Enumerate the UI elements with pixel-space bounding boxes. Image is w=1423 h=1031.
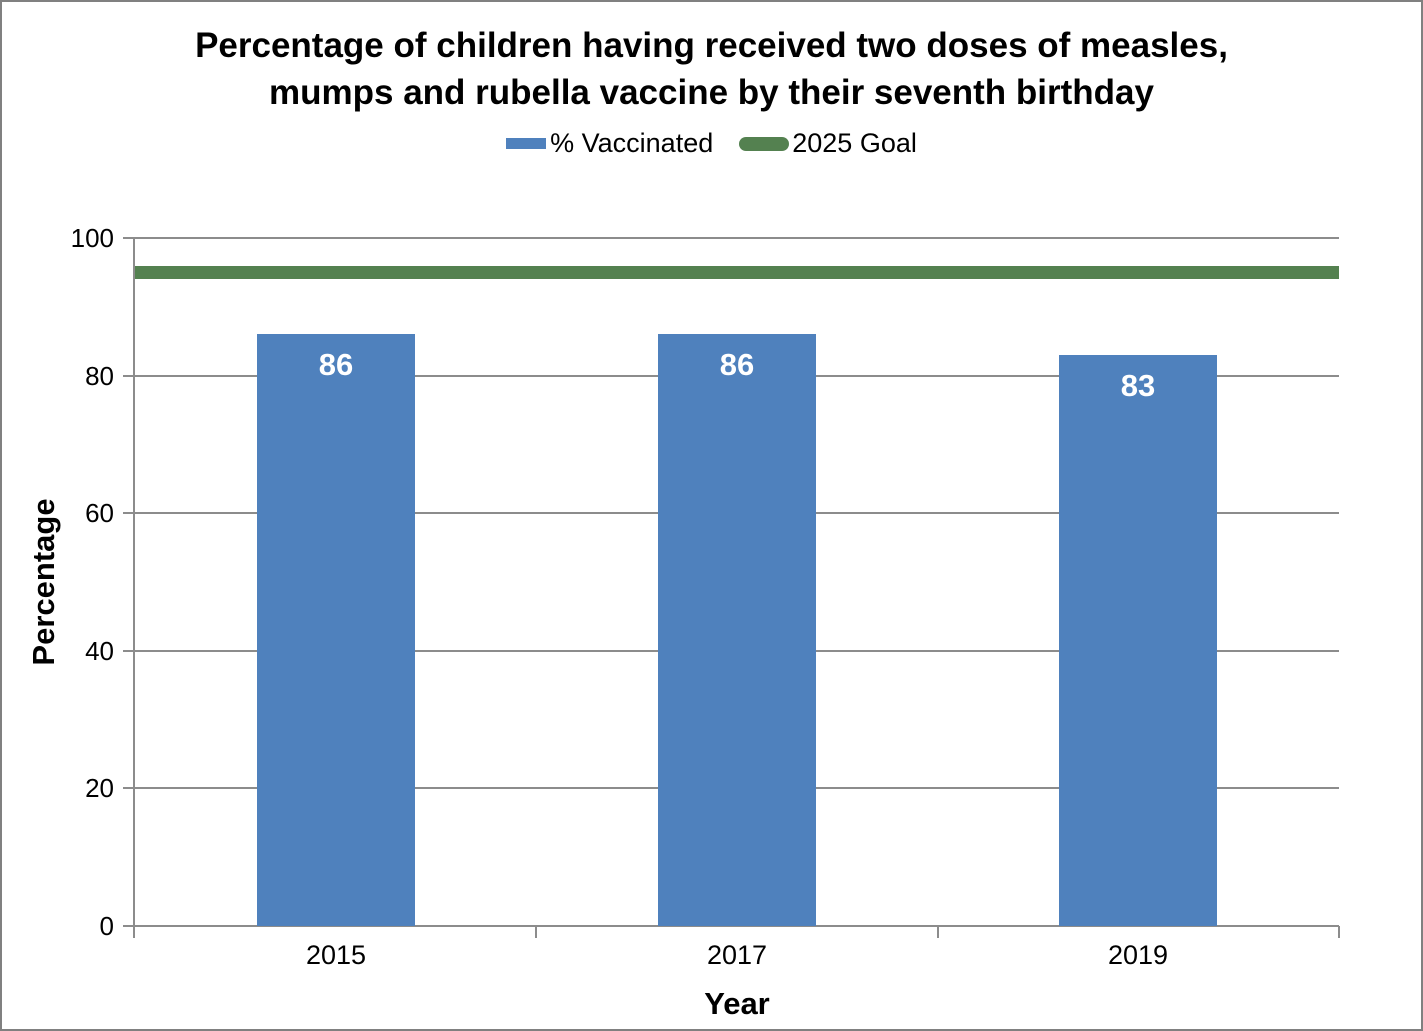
bar-value-label-2019: 83 — [1120, 368, 1156, 403]
y-tick-label-0: 0 — [99, 911, 114, 941]
legend-swatch-bar — [506, 138, 547, 149]
y-tick-mark-80 — [123, 375, 135, 377]
bar-value-label-2017: 86 — [719, 347, 755, 382]
y-tick-label-100: 100 — [70, 223, 114, 253]
y-tick-label-40: 40 — [85, 636, 114, 666]
x-tick-label-2015: 2015 — [305, 940, 367, 970]
legend: % Vaccinated 2025 Goal — [2, 128, 1421, 159]
bar-value-label-2015: 86 — [318, 347, 354, 382]
bar-2015 — [257, 334, 415, 926]
y-tick-mark-40 — [123, 650, 135, 652]
legend-label-goal: 2025 Goal — [792, 128, 917, 158]
x-tick-mark-3 — [1338, 926, 1340, 938]
y-tick-mark-60 — [123, 512, 135, 514]
y-tick-label-20: 20 — [85, 773, 114, 803]
y-tick-label-80: 80 — [85, 361, 114, 391]
y-tick-label-60: 60 — [85, 498, 114, 528]
legend-label-vaccinated: % Vaccinated — [550, 128, 714, 158]
legend-item-goal: 2025 Goal — [739, 128, 917, 159]
x-axis-line — [133, 925, 1339, 927]
legend-swatch-goal-line — [739, 136, 790, 151]
y-tick-mark-100 — [123, 237, 135, 239]
x-tick-label-2019: 2019 — [1107, 940, 1169, 970]
chart-title: Percentage of children having received t… — [2, 22, 1421, 116]
y-tick-mark-0 — [123, 925, 135, 927]
x-tick-label-2017: 2017 — [706, 940, 768, 970]
gridline-100 — [135, 237, 1339, 239]
chart-title-line1: Percentage of children having received t… — [195, 26, 1228, 65]
bar-2019 — [1059, 355, 1217, 926]
legend-item-vaccinated: % Vaccinated — [506, 128, 713, 159]
x-axis-title: Year — [704, 986, 770, 1021]
y-tick-mark-20 — [123, 787, 135, 789]
y-axis-line — [133, 238, 135, 938]
x-tick-mark-2 — [937, 926, 939, 938]
goal-line — [135, 266, 1339, 279]
x-tick-mark-1 — [535, 926, 537, 938]
chart-title-line2: mumps and rubella vaccine by their seven… — [269, 73, 1154, 112]
bar-2017 — [658, 334, 816, 926]
